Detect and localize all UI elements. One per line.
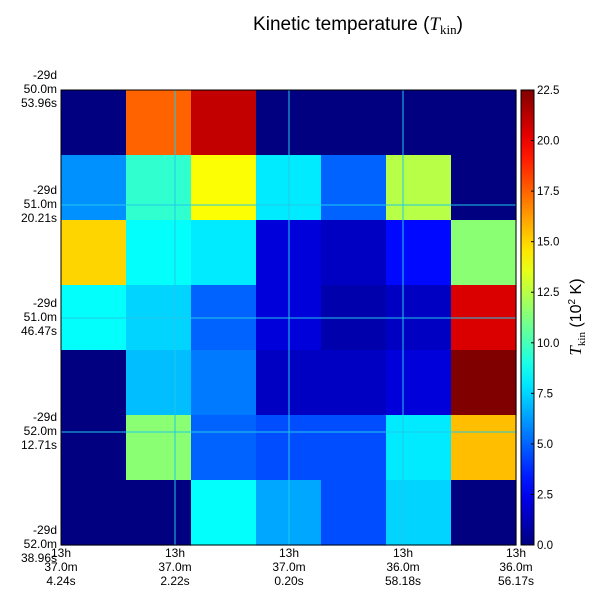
heatmap-cell <box>126 350 192 416</box>
heatmap-cell <box>451 480 517 546</box>
colorbar-tick-label: 2.5 <box>537 489 553 501</box>
colorbar-tick-label: 15.0 <box>537 237 559 249</box>
y-tick-label: -29d 51.0m 46.47s <box>21 296 57 338</box>
y-tick-label: -29d 50.0m 53.96s <box>21 68 57 110</box>
heatmap-cell <box>386 415 452 481</box>
heatmap-cell <box>386 220 452 286</box>
colorbar-tick-label: 10.0 <box>537 338 559 350</box>
colorbar-tick-label: 22.5 <box>537 85 559 97</box>
heatmap-cell <box>191 415 257 481</box>
colorbar <box>520 89 535 546</box>
heatmap-cell <box>126 415 192 481</box>
heatmap-cell <box>386 480 452 546</box>
plot-frame <box>60 89 517 546</box>
chart-title: Kinetic temperature (Tkin) <box>253 14 463 37</box>
heatmap-cell <box>321 415 387 481</box>
heatmap-cell <box>61 480 127 546</box>
heatmap-cell <box>61 220 127 286</box>
heatmap-cell <box>451 155 517 221</box>
heatmap-cell <box>126 90 192 156</box>
heatmap-cell <box>321 350 387 416</box>
heatmap-cell <box>191 155 257 221</box>
colorbar-label: Tkin (102 K) <box>566 278 588 355</box>
x-tick-label: 13h 37.0m 4.24s <box>44 546 77 588</box>
x-tick-label: 13h 36.0m 56.17s <box>498 546 534 588</box>
colorbar-tick-label: 17.5 <box>537 186 559 198</box>
colorbar-tick-label: 5.0 <box>537 439 553 451</box>
heatmap-cell <box>386 155 452 221</box>
heatmap-cell <box>126 155 192 221</box>
x-tick-label: 13h 37.0m 0.20s <box>272 546 305 588</box>
y-tick-label: -29d 52.0m 12.71s <box>21 410 57 452</box>
heatmap-cell <box>191 90 257 156</box>
heatmap-cell <box>61 155 127 221</box>
colorbar-tick-label: 20.0 <box>537 136 559 148</box>
heatmap-cell <box>321 220 387 286</box>
x-axis-ticks: 13h 37.0m 4.24s 13h 37.0m 2.22s 13h 37.0m 0.20s 1… <box>44 546 534 588</box>
heatmap-cell <box>321 90 387 156</box>
heatmap-cell <box>191 220 257 286</box>
heatmap-cell <box>451 220 517 286</box>
colorbar-ticks: 0.0 2.5 5.0 7.5 10.0 12.5 15.0 17.5 20.0 22.5 <box>531 85 559 552</box>
heatmap-cell <box>386 350 452 416</box>
heatmap-cell <box>386 90 452 156</box>
y-tick-label: -29d 51.0m 20.21s <box>21 183 57 225</box>
colorbar-tick-label: 0.0 <box>537 540 553 552</box>
colorbar-tick-label: 12.5 <box>537 287 559 299</box>
heatmap-cell <box>61 415 127 481</box>
y-axis-ticks: -29d 50.0m 53.96s -29d 51.0m 20.21s -29d 51.0m 4… <box>21 68 57 565</box>
heatmap-cell <box>61 350 127 416</box>
heatmap-cell <box>451 90 517 156</box>
heatmap-cell <box>61 90 127 156</box>
heatmap-cell <box>451 415 517 481</box>
heatmap-cell <box>321 155 387 221</box>
y-tick-label: -29d 52.0m 38.96s <box>21 523 57 565</box>
x-tick-label: 13h 36.0m 58.18s <box>385 546 421 588</box>
heatmap-cell <box>191 480 257 546</box>
heatmap-cell <box>126 480 192 546</box>
heatmap-cell <box>451 350 517 416</box>
x-tick-label: 13h 37.0m 2.22s <box>158 546 191 588</box>
heatmap-cell <box>191 350 257 416</box>
grid-lines <box>61 90 516 545</box>
heatmap-cell <box>321 480 387 546</box>
heatmap-cell <box>126 220 192 286</box>
colorbar-tick-label: 7.5 <box>537 388 553 400</box>
